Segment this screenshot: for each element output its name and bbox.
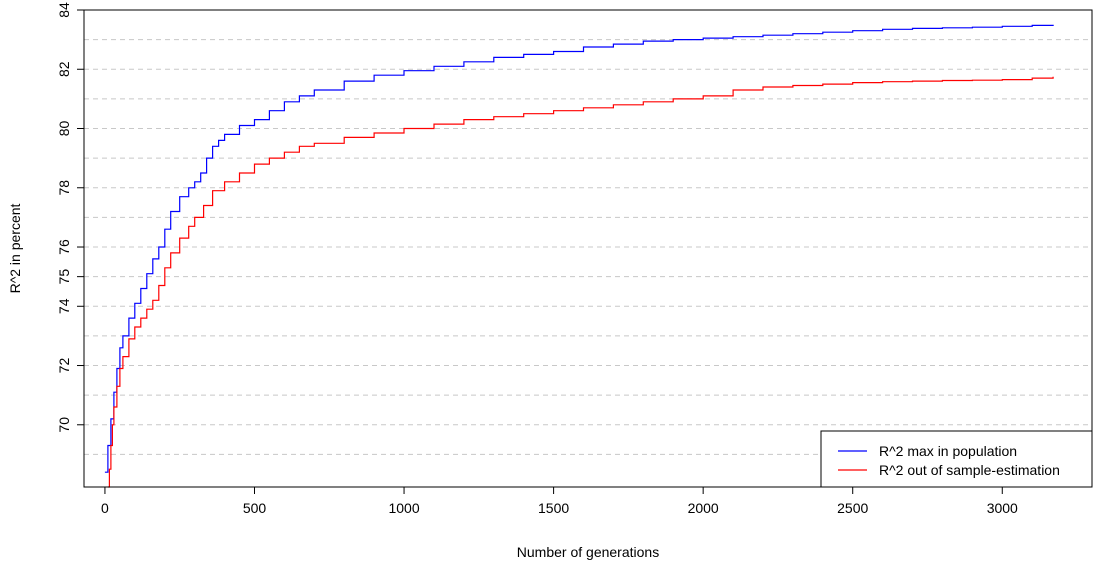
x-tick-label: 0: [101, 500, 109, 516]
x-axis: 0 500 1000 1500 2000 2500 3000: [101, 486, 1018, 516]
y-tick-label: 74: [56, 298, 72, 314]
x-tick-label: 3000: [987, 500, 1018, 516]
y-axis-title: R^2 in percent: [7, 203, 23, 293]
y-tick-label: 72: [56, 358, 72, 374]
y-axis: 70 72 74 75 76 78 80 82 84: [56, 2, 84, 433]
gridlines: [84, 39, 1092, 455]
legend-label-out-of-sample: R^2 out of sample-estimation: [879, 462, 1060, 478]
x-tick-label: 2000: [688, 500, 719, 516]
series-line-out-of-sample: [107, 76, 1054, 488]
y-tick-label: 80: [56, 121, 72, 137]
y-tick-label: 82: [56, 61, 72, 77]
series-line-max-population: [104, 24, 1054, 473]
x-tick-label: 1500: [538, 500, 569, 516]
series-lines: [104, 24, 1054, 488]
y-tick-label: 78: [56, 180, 72, 196]
legend-label-max-population: R^2 max in population: [879, 443, 1017, 459]
y-tick-label: 76: [56, 239, 72, 255]
x-axis-title: Number of generations: [517, 544, 659, 560]
legend-box: [820, 430, 1093, 488]
y-tick-label: 70: [56, 417, 72, 433]
legend: R^2 max in population R^2 out of sample-…: [820, 430, 1093, 488]
y-tick-label: 75: [56, 269, 72, 285]
x-tick-label: 1000: [388, 500, 419, 516]
x-tick-label: 500: [243, 500, 267, 516]
x-tick-label: 2500: [837, 500, 868, 516]
y-tick-label: 84: [56, 2, 72, 18]
